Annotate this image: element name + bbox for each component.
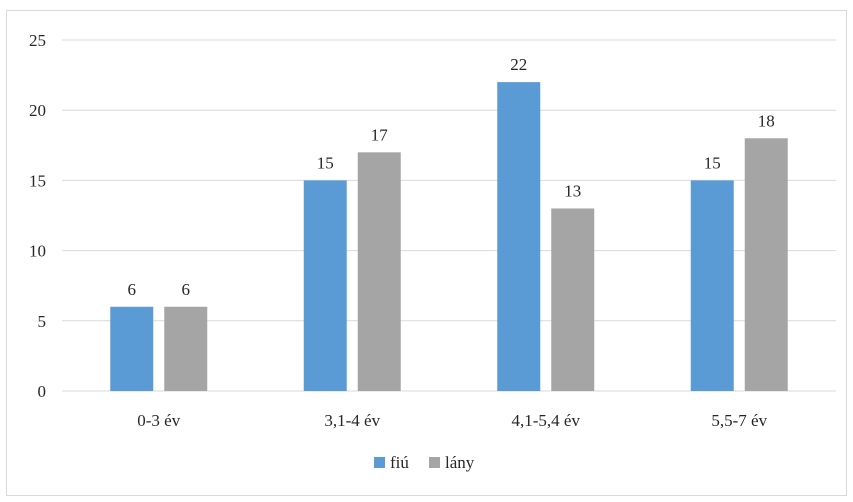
legend-label: fiú: [390, 453, 409, 472]
bar: [110, 306, 154, 391]
data-label: 6: [182, 280, 191, 299]
y-tick-label: 25: [29, 31, 46, 50]
bar: [357, 152, 401, 391]
y-tick-label: 20: [29, 101, 46, 120]
bar: [551, 208, 595, 391]
y-axis: 0 5 10 15 20 25: [29, 31, 46, 401]
legend: fiú lány: [374, 453, 475, 472]
data-label: 18: [758, 111, 775, 130]
y-tick-label: 10: [29, 242, 46, 261]
data-labels: 6 6 15 17 22 13 15 18: [128, 55, 775, 299]
bar: [497, 82, 541, 392]
data-label: 13: [564, 181, 581, 200]
y-tick-label: 0: [38, 382, 47, 401]
legend-swatch: [429, 457, 440, 468]
bar: [744, 138, 788, 391]
bar: [690, 180, 734, 391]
x-tick-label: 3,1-4 év: [324, 411, 380, 430]
legend-label: lány: [445, 453, 475, 472]
bar: [303, 180, 347, 391]
legend-swatch: [374, 457, 385, 468]
bar: [164, 306, 208, 391]
bars: [110, 82, 788, 392]
x-tick-label: 5,5-7 év: [711, 411, 767, 430]
x-tick-label: 0-3 év: [137, 411, 180, 430]
data-label: 17: [371, 125, 389, 144]
x-axis: 0-3 év 3,1-4 év 4,1-5,4 év 5,5-7 év: [137, 411, 767, 430]
y-tick-label: 15: [29, 171, 46, 190]
x-tick-label: 4,1-5,4 év: [512, 411, 581, 430]
data-label: 22: [510, 55, 527, 74]
data-label: 15: [704, 153, 721, 172]
data-label: 6: [128, 280, 137, 299]
y-tick-label: 5: [38, 312, 47, 331]
data-label: 15: [317, 153, 334, 172]
